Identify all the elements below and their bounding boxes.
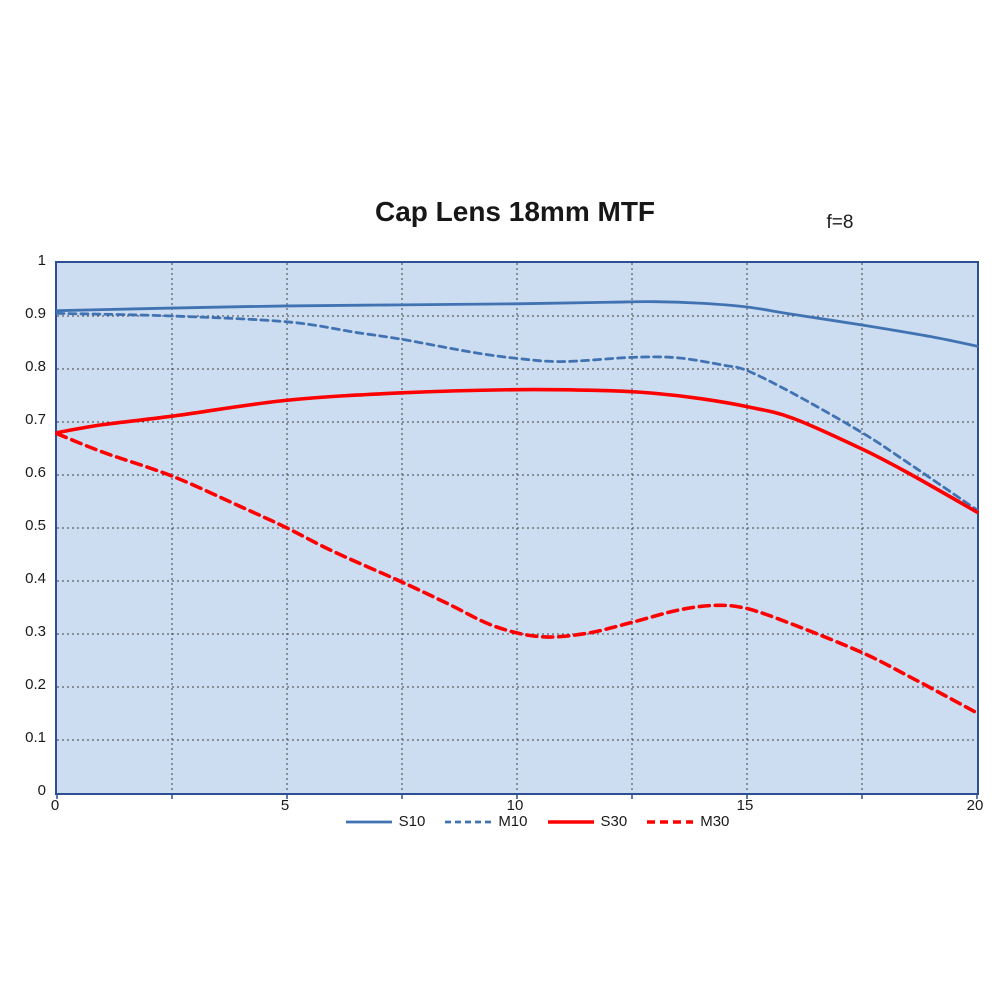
legend-swatch-s30-line <box>547 819 594 824</box>
legend-label: S10 <box>398 813 426 830</box>
legend-item-m10: M10 <box>444 813 528 830</box>
aperture-annotation: f=8 <box>826 212 854 233</box>
x-tick-label: 0 <box>50 797 60 814</box>
y-axis-labels: 0 0.1 0.2 0.3 0.4 0.5 0.6 0.7 0.8 0.9 1 <box>0 0 46 1000</box>
x-tick-label: 5 <box>280 797 290 814</box>
y-tick-label: 0.3 <box>25 623 46 640</box>
chart-canvas <box>55 263 979 799</box>
plot-area <box>55 261 979 799</box>
y-tick-label: 0.1 <box>25 729 46 746</box>
y-tick-label: 0.6 <box>25 464 46 481</box>
y-tick-label: 0.2 <box>25 676 46 693</box>
legend-label: M30 <box>700 813 730 830</box>
legend-swatch-s10-line <box>345 820 392 823</box>
series-line-m30 <box>55 431 979 715</box>
y-tick-label: 0.4 <box>25 570 46 587</box>
chart-title: Cap Lens 18mm MTF <box>374 196 656 227</box>
series-line-m10 <box>55 311 979 512</box>
y-tick-label: 0.9 <box>25 305 46 322</box>
legend-label: S30 <box>600 813 628 830</box>
legend-swatch-m30-line <box>647 819 694 824</box>
series-line-s30 <box>55 387 979 514</box>
x-tick-label: 20 <box>966 797 984 814</box>
y-tick-label: 0 <box>37 782 46 799</box>
legend-label: M10 <box>498 813 528 830</box>
x-tick-label: 10 <box>506 797 524 814</box>
y-tick-label: 0.7 <box>25 411 46 428</box>
y-tick-label: 0.5 <box>25 517 46 534</box>
legend-item-s30: S30 <box>547 813 628 830</box>
legend-swatch-m10-line <box>445 820 492 823</box>
chart-legend: S10 M10 S30 M30 <box>77 813 997 830</box>
series-line-s10 <box>55 300 979 348</box>
legend-item-m30: M30 <box>646 813 729 830</box>
x-tick-label: 15 <box>736 797 754 814</box>
y-tick-label: 0.8 <box>25 358 46 375</box>
legend-item-s10: S10 <box>345 813 426 830</box>
y-tick-label: 1 <box>37 252 46 269</box>
